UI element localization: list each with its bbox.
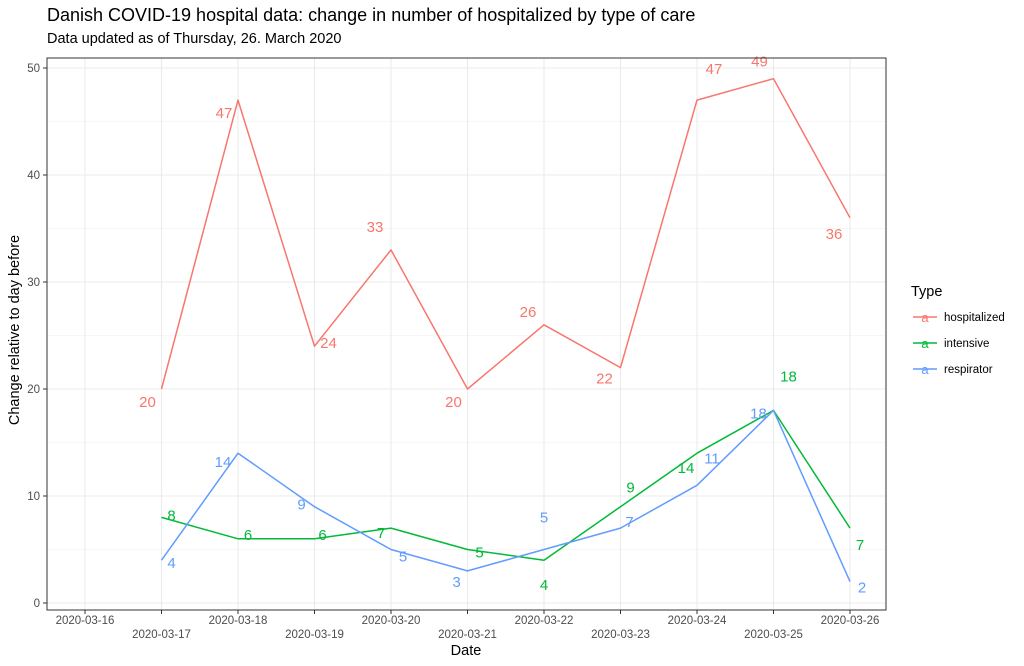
legend-label: respirator: [944, 364, 993, 376]
data-label-hospitalized: 47: [216, 105, 233, 122]
y-tick-label: 30: [27, 277, 40, 289]
x-axis-title: Date: [451, 643, 482, 659]
chart-title: Danish COVID-19 hospital data: change in…: [47, 5, 695, 25]
grid-lines: [47, 58, 886, 610]
legend-key-glyph: a: [921, 336, 929, 351]
data-label-respirator: 5: [399, 549, 407, 566]
x-tick-label: 2020-03-25: [744, 629, 803, 641]
y-axis: 0 10 20 30 40 50: [27, 63, 47, 610]
data-label-intensive: 4: [540, 577, 548, 594]
legend-item-respirator: a respirator: [913, 362, 993, 377]
y-tick-label: 20: [27, 384, 40, 396]
x-tick-label: 2020-03-16: [56, 615, 115, 627]
data-label-respirator: 18: [750, 405, 767, 422]
data-label-hospitalized: 20: [445, 394, 462, 411]
data-label-hospitalized: 33: [367, 219, 384, 236]
data-label-respirator: 2: [858, 580, 866, 597]
legend-title: Type: [911, 284, 942, 300]
data-label-hospitalized: 36: [826, 226, 843, 243]
data-label-respirator: 14: [215, 454, 232, 471]
legend-item-hospitalized: a hospitalized: [913, 310, 1005, 325]
data-label-respirator: 7: [625, 514, 633, 531]
y-tick-label: 40: [27, 170, 40, 182]
x-tick-label: 2020-03-22: [515, 615, 574, 627]
data-label-hospitalized: 20: [139, 394, 156, 411]
y-tick-label: 10: [27, 491, 40, 503]
legend-label: intensive: [944, 338, 989, 350]
series-line-respirator: [160, 409, 851, 582]
y-axis-title: Change relative to day before: [7, 235, 23, 425]
x-tick-label: 2020-03-26: [821, 615, 880, 627]
data-label-hospitalized: 49: [751, 54, 768, 71]
x-axis: 2020-03-16 2020-03-17 2020-03-18 2020-03-19…: [56, 610, 880, 641]
data-label-respirator: 4: [167, 555, 175, 572]
data-label-hospitalized: 26: [520, 304, 537, 321]
x-tick-label: 2020-03-23: [591, 629, 650, 641]
data-label-respirator: 9: [297, 497, 305, 514]
data-label-intensive: 8: [167, 507, 175, 524]
legend: Type a hospitalized a intensive a respirator: [911, 284, 1005, 377]
legend-key-glyph: a: [921, 310, 929, 325]
data-label-intensive: 6: [318, 527, 326, 544]
series-lines: [160, 77, 851, 582]
data-label-intensive: 5: [475, 545, 483, 562]
y-tick-label: 50: [27, 63, 40, 75]
data-label-respirator: 11: [704, 450, 720, 467]
x-tick-label: 2020-03-19: [285, 629, 344, 641]
x-tick-label: 2020-03-20: [362, 615, 421, 627]
data-label-respirator: 5: [540, 510, 548, 527]
plot-background: [47, 58, 886, 610]
data-label-intensive: 9: [626, 480, 634, 497]
data-label-hospitalized: 22: [596, 371, 613, 388]
data-label-respirator: 3: [452, 574, 460, 591]
plot-border: [46, 57, 887, 611]
x-tick-label: 2020-03-18: [209, 615, 268, 627]
data-label-intensive: 14: [678, 460, 695, 477]
legend-items: a hospitalized a intensive a respirator: [913, 310, 1005, 377]
data-label-hospitalized: 24: [320, 335, 337, 352]
data-label-intensive: 7: [856, 537, 864, 554]
series-line-hospitalized: [160, 77, 851, 390]
data-label-intensive: 18: [780, 368, 797, 385]
y-tick-label: 0: [34, 598, 40, 610]
data-label-intensive: 6: [244, 527, 252, 544]
legend-label: hospitalized: [944, 312, 1005, 324]
data-label-intensive: 7: [377, 525, 385, 542]
series-line-intensive: [161, 409, 851, 561]
chart-subtitle: Data updated as of Thursday, 26. March 2…: [47, 31, 341, 47]
x-tick-label: 2020-03-24: [668, 615, 727, 627]
x-tick-label: 2020-03-17: [132, 629, 191, 641]
data-label-hospitalized: 47: [706, 61, 723, 78]
legend-item-intensive: a intensive: [913, 336, 989, 351]
x-tick-label: 2020-03-21: [438, 629, 497, 641]
legend-key-glyph: a: [921, 362, 929, 377]
